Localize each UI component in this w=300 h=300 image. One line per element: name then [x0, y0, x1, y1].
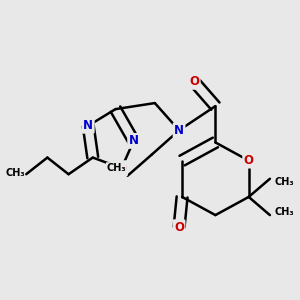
- Text: CH₃: CH₃: [106, 163, 126, 173]
- Text: CH₃: CH₃: [5, 168, 25, 178]
- Text: CH₃: CH₃: [274, 177, 294, 187]
- Text: O: O: [116, 162, 127, 175]
- Text: O: O: [244, 154, 254, 167]
- Text: N: N: [129, 134, 139, 147]
- Text: O: O: [174, 221, 184, 234]
- Text: O: O: [189, 75, 199, 88]
- Text: N: N: [83, 119, 93, 132]
- Text: N: N: [174, 124, 184, 137]
- Text: CH₃: CH₃: [274, 207, 294, 217]
